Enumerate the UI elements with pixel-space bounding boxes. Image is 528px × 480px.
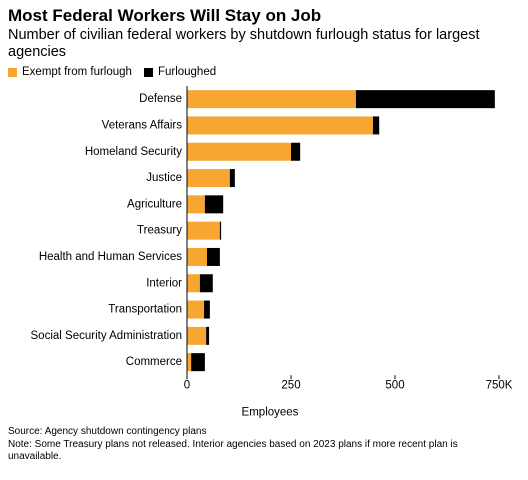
x-tick-label: 500 bbox=[385, 379, 404, 391]
x-tick-label: 0 bbox=[184, 379, 190, 391]
bar bbox=[187, 353, 192, 372]
y-tick-label: Health and Human Services bbox=[39, 251, 182, 263]
bar bbox=[291, 142, 301, 161]
source: Source: Agency shutdown contingency plan… bbox=[8, 426, 207, 437]
legend: Exempt from furlough Furloughed bbox=[8, 66, 216, 78]
y-tick-label: Commerce bbox=[126, 356, 182, 368]
bar bbox=[204, 300, 210, 319]
y-tick-label: Homeland Security bbox=[85, 146, 182, 158]
footer: Source: Agency shutdown contingency plan… bbox=[8, 426, 508, 464]
bar bbox=[187, 221, 220, 240]
bar bbox=[187, 169, 230, 188]
bar bbox=[187, 300, 205, 319]
bar bbox=[372, 116, 380, 135]
legend-item: Furloughed bbox=[143, 66, 217, 78]
legend-label: Exempt from furlough bbox=[22, 66, 132, 78]
legend-swatch bbox=[143, 67, 153, 77]
bar bbox=[187, 195, 205, 214]
y-tick-label: Agriculture bbox=[127, 198, 182, 210]
bar bbox=[206, 247, 220, 266]
x-tick-label: 250 bbox=[281, 379, 300, 391]
legend-swatch bbox=[8, 67, 17, 77]
note: Note: Some Treasury plans not released. … bbox=[8, 438, 458, 463]
chart: 0 250 500 750K Employees Defense Veterans Affa… bbox=[31, 86, 513, 418]
bar bbox=[199, 274, 213, 293]
bar bbox=[191, 353, 205, 372]
bar bbox=[219, 221, 222, 240]
bar bbox=[187, 116, 373, 135]
bar bbox=[187, 274, 200, 293]
legend-label: Furloughed bbox=[157, 66, 217, 78]
x-tick-label: 750K bbox=[486, 379, 513, 391]
bar bbox=[204, 195, 224, 214]
y-tick-label: Justice bbox=[146, 172, 182, 184]
y-tick-label: Social Security Administration bbox=[31, 330, 182, 342]
bar bbox=[187, 247, 207, 266]
y-tick-label: Transportation bbox=[108, 304, 182, 316]
y-tick-label: Defense bbox=[139, 93, 182, 105]
y-tick-label: Veterans Affairs bbox=[102, 119, 183, 131]
bar bbox=[355, 90, 495, 109]
y-tick-label: Treasury bbox=[137, 225, 182, 237]
bar bbox=[187, 326, 207, 345]
x-axis-label: Employees bbox=[242, 406, 299, 418]
y-tick-label: Interior bbox=[146, 277, 182, 289]
bar bbox=[206, 326, 210, 345]
bar bbox=[229, 169, 235, 188]
chart-title: Most Federal Workers Will Stay on Job bbox=[8, 6, 322, 25]
legend-item: Exempt from furlough bbox=[8, 66, 132, 78]
chart-subtitle: Number of civilian federal workers by sh… bbox=[8, 27, 480, 60]
bar bbox=[187, 90, 356, 109]
bar bbox=[187, 142, 291, 161]
